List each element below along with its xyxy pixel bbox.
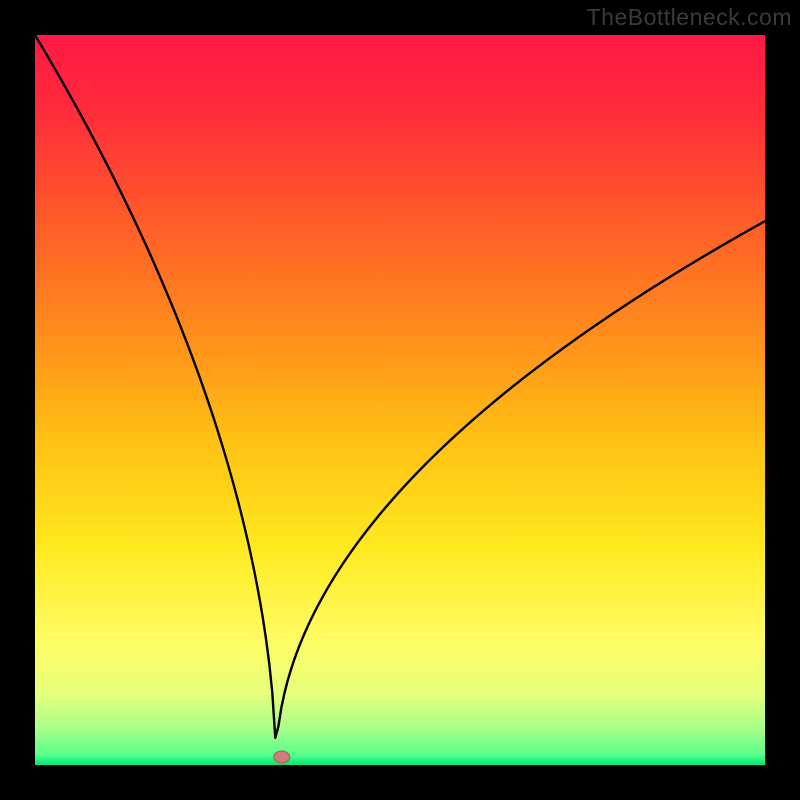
plot-svg [35, 35, 765, 765]
optimal-point-marker [274, 751, 290, 763]
gradient-background [35, 35, 765, 765]
chart-frame: TheBottleneck.com [0, 0, 800, 800]
plot-panel [35, 35, 765, 765]
watermark-text: TheBottleneck.com [587, 4, 792, 31]
